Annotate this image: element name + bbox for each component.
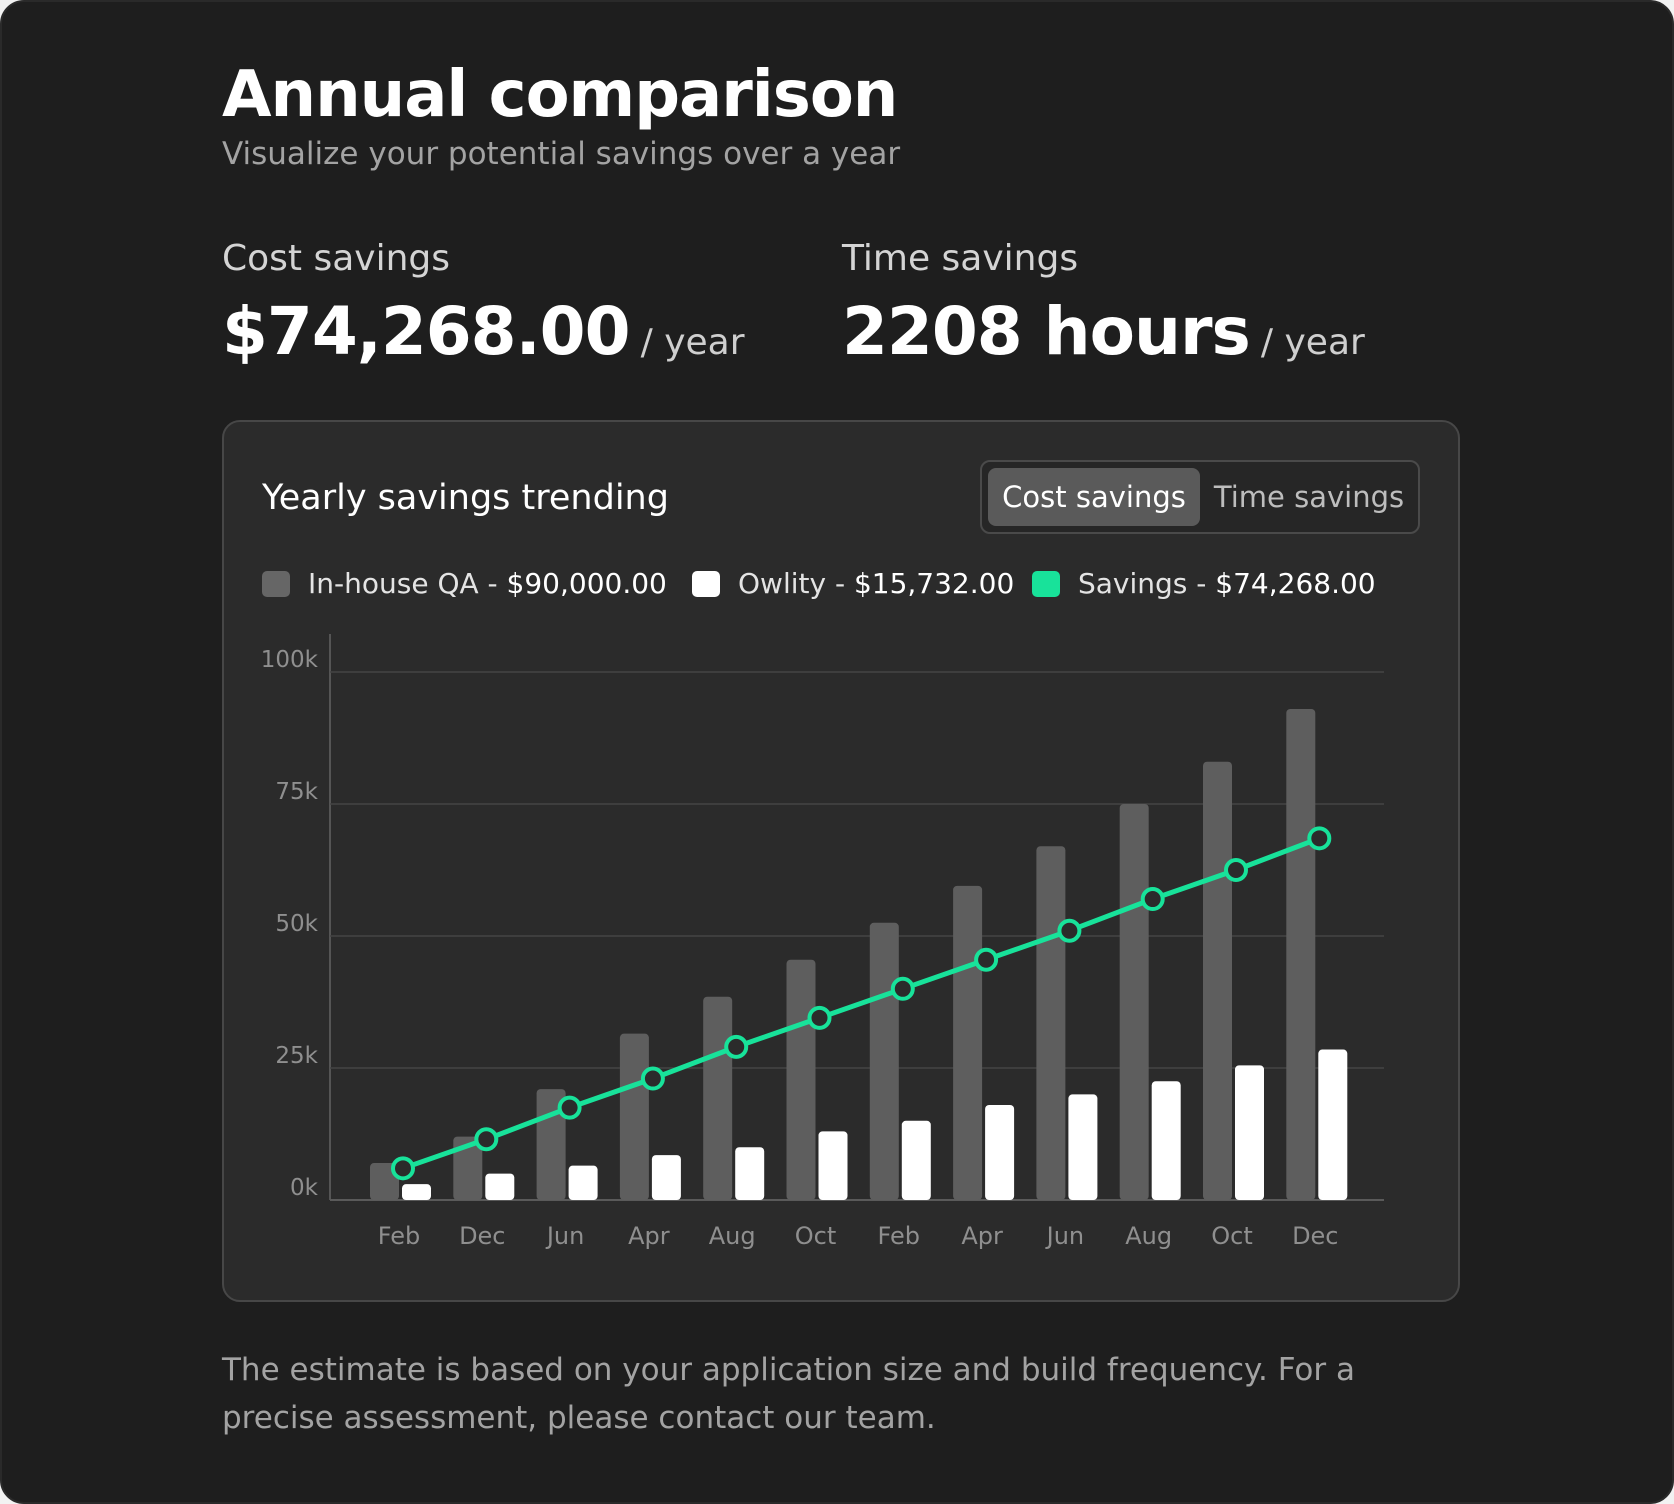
- y-tick-label: 100k: [261, 647, 319, 673]
- chart-card-title: Yearly savings trending: [262, 478, 669, 518]
- savings-point: [640, 1066, 665, 1091]
- inhouse-qa-bar: [786, 959, 816, 1200]
- x-tick-label: Apr: [961, 1222, 1003, 1250]
- estimate-footnote: The estimate is based on your applicatio…: [222, 1352, 1355, 1436]
- cost-savings-label: Cost savings: [222, 238, 451, 279]
- owlity-bar: [568, 1165, 598, 1200]
- x-tick-label: Feb: [378, 1222, 421, 1250]
- inhouse-qa-bar: [1203, 761, 1232, 1200]
- x-tick-label: Oct: [795, 1222, 837, 1250]
- page-subtitle: Visualize your potential savings over a …: [222, 136, 901, 172]
- owlity-bar: [651, 1155, 681, 1200]
- inhouse-qa-bar: [953, 885, 983, 1200]
- y-tick-label: 25k: [275, 1043, 318, 1069]
- savings-point: [974, 947, 999, 972]
- x-tick-label: Dec: [1292, 1222, 1338, 1250]
- legend-amount-inhouse-qa: $90,000.00: [506, 567, 667, 600]
- owlity-bar: [1235, 1065, 1264, 1200]
- cost-savings-metric: Cost savings $74,268.00 / year: [222, 238, 745, 370]
- savings-point: [807, 1005, 832, 1030]
- inhouse-qa-bar: [1119, 804, 1149, 1200]
- inhouse-qa-bar: [1036, 846, 1066, 1200]
- owlity-bar: [485, 1173, 515, 1200]
- owlity-bar: [1318, 1049, 1348, 1200]
- legend-amount-owlity: $15,732.00: [853, 567, 1015, 600]
- owlity-bar: [818, 1131, 848, 1200]
- owlity-bar: [402, 1184, 431, 1200]
- savings-point: [1140, 887, 1165, 912]
- y-tick-label: 50k: [275, 911, 318, 937]
- legend-label-owlity: Owlity -: [738, 567, 854, 600]
- savings-point: [890, 976, 915, 1001]
- legend-swatch-inhouse-qa: [262, 571, 290, 597]
- page-title: Annual comparison: [222, 58, 898, 132]
- legend-swatch-owlity: [692, 571, 720, 597]
- owlity-bar: [985, 1104, 1015, 1200]
- cost-savings-unit: / year: [640, 322, 745, 363]
- savings-point: [724, 1034, 749, 1059]
- savings-point: [1224, 858, 1248, 882]
- cost-savings-value: $74,268.00: [222, 293, 631, 370]
- owlity-bar: [1068, 1094, 1098, 1200]
- savings-point: [1057, 918, 1082, 943]
- savings-chart-card: Yearly savings trending Cost savings Tim…: [222, 420, 1460, 1302]
- time-savings-row: 2208 hours / year: [842, 293, 1365, 370]
- savings-chart: 0k 25k 50k 75k 100k Feb Dec Jun Apr Aug Oct Feb Apr J…: [261, 634, 1384, 1250]
- inhouse-qa-bar: [453, 1136, 483, 1200]
- savings-point: [557, 1095, 582, 1120]
- inhouse-qa-bar: [619, 1033, 649, 1200]
- legend-amount-savings: $74,268.00: [1215, 567, 1376, 600]
- legend-text-owlity: Owlity - $15,732.00: [738, 564, 1014, 604]
- y-tick-label: 75k: [275, 779, 318, 805]
- inhouse-qa-bar: [869, 922, 899, 1200]
- time-savings-label: Time savings: [842, 238, 1079, 279]
- legend-swatch-savings: [1032, 571, 1060, 597]
- savings-line: [402, 835, 1321, 1171]
- x-tick-label: Feb: [878, 1222, 921, 1250]
- legend-label-inhouse-qa: In-house QA -: [308, 567, 507, 600]
- y-tick-label: 0k: [290, 1175, 319, 1201]
- cost-savings-tab[interactable]: Cost savings: [988, 468, 1200, 526]
- savings-point: [391, 1156, 415, 1181]
- x-tick-label: Dec: [459, 1222, 505, 1250]
- x-tick-label: Oct: [1211, 1222, 1253, 1250]
- owlity-bar: [735, 1147, 765, 1200]
- savings-point: [474, 1127, 499, 1152]
- time-savings-value: 2208 hours: [842, 293, 1251, 370]
- time-savings-metric: Time savings 2208 hours / year: [842, 238, 1365, 370]
- savings-type-toggle: Cost savings Time savings: [980, 460, 1420, 534]
- owlity-bar: [1151, 1081, 1181, 1200]
- time-savings-unit: / year: [1260, 322, 1365, 363]
- cost-savings-row: $74,268.00 / year: [222, 293, 745, 370]
- owlity-bar: [901, 1120, 931, 1200]
- legend-label-savings: Savings -: [1078, 567, 1216, 600]
- inhouse-qa-bar: [1286, 708, 1316, 1200]
- savings-point: [1307, 826, 1332, 851]
- x-tick-label: Aug: [1125, 1222, 1172, 1250]
- x-tick-label: Jun: [1045, 1222, 1085, 1250]
- time-savings-tab[interactable]: Time savings: [1213, 480, 1405, 514]
- legend-text-savings: Savings - $74,268.00: [1078, 564, 1376, 604]
- x-tick-label: Apr: [628, 1222, 670, 1250]
- inhouse-qa-bar: [703, 996, 733, 1200]
- x-tick-label: Aug: [709, 1222, 756, 1250]
- x-tick-label: Jun: [545, 1222, 585, 1250]
- legend-text-inhouse-qa: In-house QA - $90,000.00: [308, 564, 667, 604]
